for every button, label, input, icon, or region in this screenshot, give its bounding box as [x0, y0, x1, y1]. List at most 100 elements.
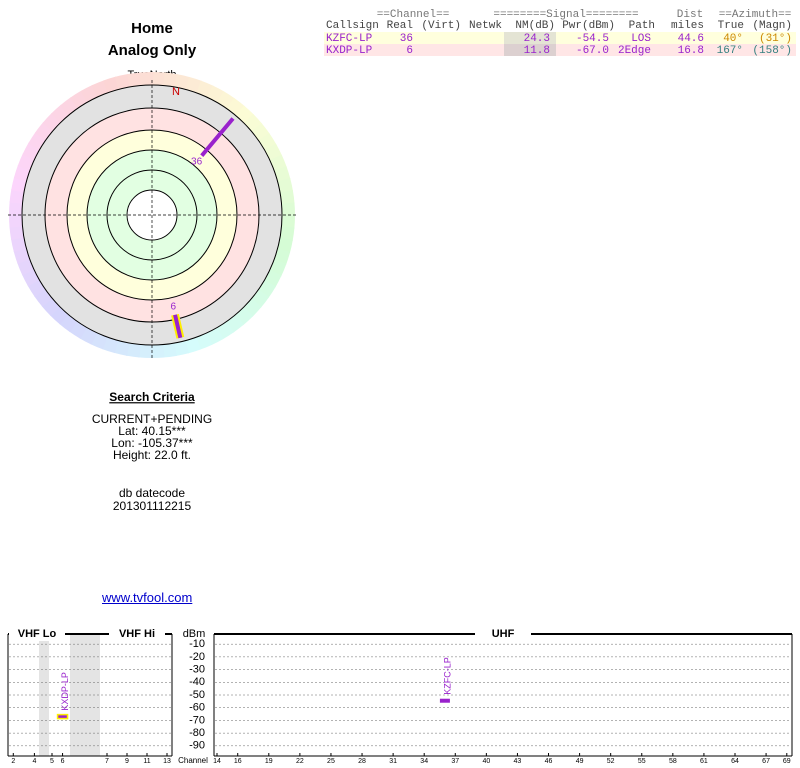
signal-label: KXDP-LP — [60, 672, 70, 711]
x-tick-label: 22 — [296, 758, 304, 765]
column-header: Netwk — [469, 20, 502, 32]
group-header: ==Channel== — [377, 9, 450, 21]
cell: 44.6 — [678, 33, 704, 45]
cell: KZFC-LP — [326, 33, 373, 45]
x-tick-label: 14 — [213, 758, 221, 765]
column-header: True — [718, 20, 744, 32]
x-tick-label: 55 — [638, 758, 646, 765]
y-tick-label: -70 — [189, 714, 205, 726]
signal-marker — [56, 713, 69, 720]
x-tick-label: 5 — [50, 758, 54, 765]
cell: 40° — [723, 33, 743, 45]
nm-cell — [504, 44, 556, 56]
x-tick-label: 4 — [32, 758, 36, 765]
column-header: (Magn) — [752, 20, 792, 32]
station-bearing — [173, 314, 183, 339]
x-tick-label: 67 — [762, 758, 770, 765]
criteria-line: Lat: 40.15*** — [118, 424, 186, 438]
y-tick-label: -20 — [189, 651, 205, 663]
x-tick-label: 19 — [265, 758, 273, 765]
site-link[interactable]: www.tvfool.com — [102, 590, 193, 605]
subtitle: Analog Only — [108, 42, 197, 59]
band-label: UHF — [492, 628, 515, 640]
criteria-line: Lon: -105.37*** — [111, 436, 193, 450]
column-header: NM(dB) — [515, 20, 555, 32]
cell: 36 — [400, 33, 413, 45]
y-tick-label: -80 — [189, 727, 205, 739]
x-tick-label: 69 — [783, 758, 791, 765]
x-tick-label: 40 — [482, 758, 490, 765]
x-tick-label: 52 — [607, 758, 615, 765]
x-tick-label: 34 — [420, 758, 428, 765]
row-background — [324, 44, 796, 56]
band-label: VHF Hi — [119, 628, 155, 640]
nm-cell — [504, 32, 556, 44]
column-header: Path — [629, 20, 655, 32]
x-tick-label: 25 — [327, 758, 335, 765]
y-label: dBm — [183, 628, 206, 640]
station-label: 6 — [170, 302, 176, 313]
column-header: miles — [671, 20, 704, 32]
band-label-bg — [475, 627, 531, 641]
x-tick-label: 9 — [125, 758, 129, 765]
x-tick-label: 46 — [545, 758, 553, 765]
x-tick-label: 37 — [451, 758, 459, 765]
cell: -54.5 — [576, 33, 609, 45]
y-tick-label: -90 — [189, 740, 205, 752]
x-tick-label: 64 — [731, 758, 739, 765]
criteria-line: Height: 22.0 ft. — [113, 448, 191, 462]
cell: 6 — [406, 45, 413, 57]
y-tick-label: -30 — [189, 663, 205, 675]
cell: 16.8 — [678, 45, 704, 57]
x-tick-label: 13 — [163, 758, 171, 765]
x-tick-label: 61 — [700, 758, 708, 765]
db-label: db datecode — [119, 486, 185, 500]
cell: -67.0 — [576, 45, 609, 57]
x-tick-label: 2 — [11, 758, 15, 765]
y-tick-label: -10 — [189, 638, 205, 650]
band-label: VHF Lo — [18, 628, 57, 640]
group-header: ========Signal======== — [493, 9, 638, 21]
x-tick-label: 11 — [143, 758, 150, 765]
x-tick-label: 49 — [576, 758, 584, 765]
y-tick-label: -40 — [189, 676, 205, 688]
column-header: Real — [387, 20, 413, 32]
band-label-bg — [109, 627, 165, 641]
cell: LOS — [631, 33, 651, 45]
x-tick-label: 43 — [514, 758, 522, 765]
title: Home — [131, 20, 173, 37]
gap — [39, 634, 49, 756]
signal-label: KZFC-LP — [442, 657, 452, 695]
cell: 2Edge — [618, 45, 651, 57]
column-header: Pwr(dBm) — [562, 20, 615, 32]
signal-marker — [439, 698, 450, 703]
criteria-title: Search Criteria — [109, 390, 195, 404]
cell: KXDP-LP — [326, 45, 373, 57]
station-label: 36 — [191, 156, 203, 167]
x-tick-label: 58 — [669, 758, 677, 765]
y-tick-label: -50 — [189, 689, 205, 701]
db-code: 201301112215 — [113, 499, 192, 513]
row-background — [324, 32, 796, 44]
x-tick-label: 6 — [61, 758, 65, 765]
x-tick-label: 16 — [234, 758, 242, 765]
cell: (158°) — [752, 45, 792, 57]
x-tick-label: 7 — [105, 758, 109, 765]
x-tick-label: 31 — [389, 758, 397, 765]
station-bearing — [200, 117, 235, 157]
group-header: ==Azimuth== — [719, 9, 792, 21]
cell: 167° — [717, 45, 743, 57]
group-header: Dist — [677, 9, 703, 21]
cell: 24.3 — [524, 33, 550, 45]
cell: (31°) — [759, 33, 792, 45]
criteria-line: CURRENT+PENDING — [92, 412, 212, 426]
y-tick-label: -60 — [189, 702, 205, 714]
column-header: (Virt) — [421, 20, 461, 32]
band-label-bg — [9, 627, 65, 641]
x-tick-label: 28 — [358, 758, 366, 765]
north-marker: N — [172, 86, 180, 98]
cell: 11.8 — [524, 45, 550, 57]
x-label: Channel — [178, 756, 208, 765]
